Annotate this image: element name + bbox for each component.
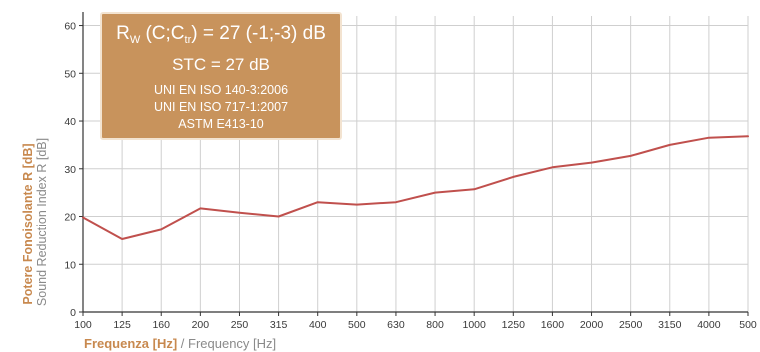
annotation-background: [100, 12, 342, 140]
stc-rating-text: STC = 27 dB: [172, 55, 270, 74]
x-tick-label: 1250: [502, 319, 526, 331]
standard-line-3: ASTM E413-10: [178, 117, 264, 131]
x-tick-label: 4000: [697, 319, 721, 331]
x-tick-label: 315: [270, 319, 288, 331]
x-tick-label: 800: [426, 319, 444, 331]
x-tick-label: 2000: [580, 319, 604, 331]
series-layer: [82, 135, 749, 240]
y-tick-label: 60: [64, 21, 76, 33]
standard-line-2: UNI EN ISO 717-1:2007: [154, 100, 288, 114]
x-axis-title-sub: / Frequency [Hz]: [177, 336, 276, 351]
x-tick-label: 1600: [541, 319, 565, 331]
x-tick-label: 1000: [462, 319, 486, 331]
x-tick-label: 500: [739, 319, 757, 331]
y-tick-label: 10: [64, 259, 76, 271]
standard-line-1: UNI EN ISO 140-3:2006: [154, 83, 288, 97]
y-axis-title-main: Potere Fonoisolante R [dB]: [21, 143, 35, 304]
y-axis-title-sub: Sound Reduction Index R [dB]: [35, 138, 49, 306]
x-tick-label: 250: [231, 319, 249, 331]
x-axis-title-main: Frequenza [Hz]: [84, 336, 177, 351]
x-tick-label: 160: [152, 319, 170, 331]
x-tick-label: 200: [192, 319, 210, 331]
y-tick-labels: 0 10 20 30 40 50 60: [64, 21, 76, 319]
axis-layer: [79, 12, 749, 316]
x-tick-label: 125: [113, 319, 131, 331]
rw-rating-text: RW (C;Ctr) = 27 (-1;-3) dB: [116, 23, 326, 46]
x-tick-label: 400: [309, 319, 327, 331]
x-tick-label: 3150: [658, 319, 682, 331]
x-tick-label: 2500: [619, 319, 643, 331]
y-tick-label: 40: [64, 116, 76, 128]
y-axis-title: Potere Fonoisolante R [dB] Sound Reducti…: [19, 138, 49, 306]
y-tick-label: 30: [64, 164, 76, 176]
x-tick-label: 100: [74, 319, 92, 331]
x-tick-label: 500: [348, 319, 366, 331]
y-tick-label: 20: [64, 212, 76, 224]
x-tick-labels: 100 125 160 200 250 315 400 500 630 800 1000 1250 16…: [74, 319, 757, 331]
x-axis-title: Frequenza [Hz] / Frequency [Hz]: [84, 336, 276, 351]
rating-annotation-box: RW (C;Ctr) = 27 (-1;-3) dB STC = 27 dB U…: [100, 12, 342, 140]
y-tick-label: 0: [70, 307, 76, 319]
x-tick-label: 630: [387, 319, 405, 331]
series-line: [82, 135, 749, 240]
y-tick-label: 50: [64, 68, 76, 80]
